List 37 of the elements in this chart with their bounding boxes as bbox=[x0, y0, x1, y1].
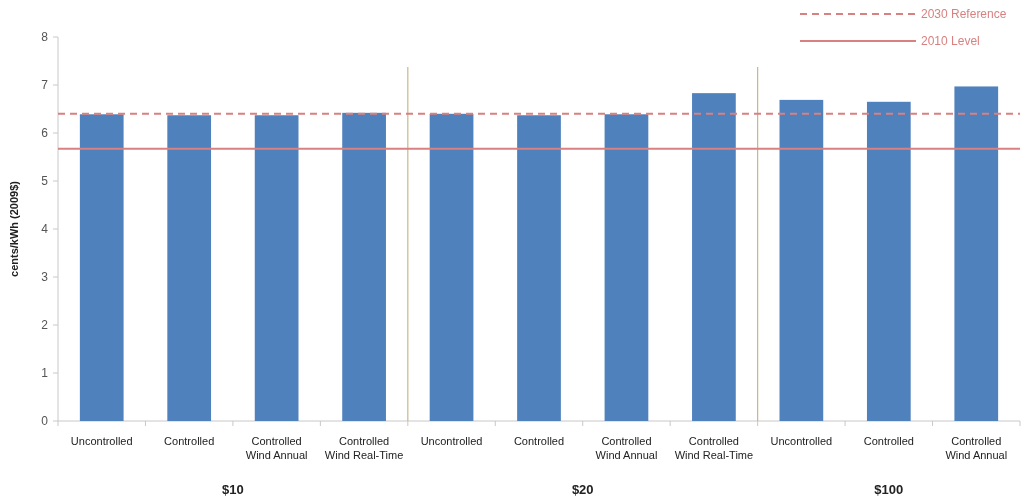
ref-line-label: 2010 Level bbox=[921, 34, 980, 49]
ref-line-label: 2030 Reference bbox=[921, 7, 1007, 22]
bar bbox=[167, 115, 212, 421]
y-tick-label: 4 bbox=[41, 222, 49, 237]
x-tick-label: Controlled bbox=[513, 435, 565, 447]
text: $10 bbox=[222, 482, 244, 497]
bar bbox=[779, 99, 824, 421]
x-tick-label: Uncontrolled bbox=[70, 435, 133, 447]
y-tick-label: 0 bbox=[41, 414, 49, 429]
bar bbox=[342, 112, 386, 421]
bar bbox=[429, 113, 474, 421]
bar bbox=[79, 114, 124, 421]
y-tick-label: 1 bbox=[41, 366, 49, 381]
x-tick-label: Controlled bbox=[164, 435, 215, 447]
x-tick-label: Controlled Wind Annual bbox=[245, 435, 308, 461]
text: $100 bbox=[874, 482, 904, 497]
x-tick-label: Uncontrolled bbox=[770, 435, 833, 447]
y-tick-label: 2 bbox=[41, 318, 49, 333]
bar bbox=[954, 86, 999, 421]
y-tick-label: 8 bbox=[41, 30, 49, 45]
y-tick-label: 3 bbox=[41, 270, 49, 285]
x-tick-label: Controlled Wind Annual bbox=[945, 435, 1008, 461]
y-tick-label: 6 bbox=[41, 126, 49, 141]
bar bbox=[517, 115, 561, 421]
bar bbox=[604, 114, 649, 421]
y-tick-label: 5 bbox=[41, 174, 49, 189]
x-tick-label: Uncontrolled bbox=[420, 435, 483, 447]
x-tick-label: Controlled Wind Real-Time bbox=[674, 435, 754, 461]
x-tick-label: Controlled bbox=[863, 435, 914, 447]
x-tick-label: Controlled Wind Annual bbox=[595, 435, 658, 461]
bar bbox=[866, 101, 911, 421]
y-tick-label: 7 bbox=[41, 78, 49, 93]
bar bbox=[254, 115, 299, 421]
x-tick-label: Controlled Wind Real-Time bbox=[324, 435, 404, 461]
bar bbox=[692, 93, 736, 421]
y-axis-title: cents/kWh (2009$) bbox=[8, 180, 20, 277]
text: $20 bbox=[571, 482, 594, 497]
